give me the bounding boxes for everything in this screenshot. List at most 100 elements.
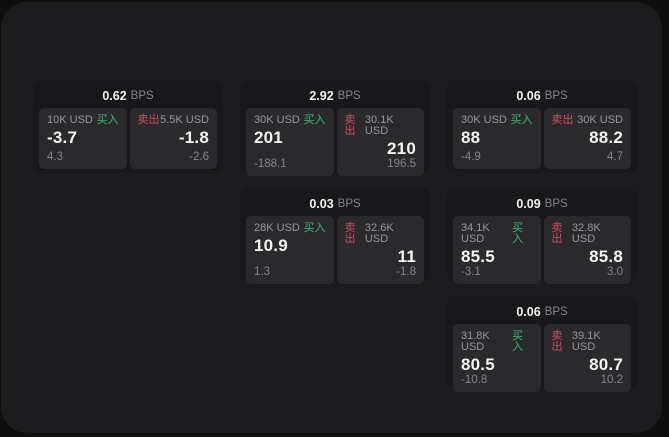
sell-label: 卖出	[551, 330, 563, 353]
sell-price-value: -1.8	[178, 128, 209, 147]
sell-cell[interactable]: 卖出 32.8K USD 85.8 3.0	[543, 216, 631, 285]
quote-cells: 31.8K USD 买入 80.5 -10.8 卖出 39.1K USD 80.…	[453, 324, 631, 393]
buy-label: 买入	[512, 222, 524, 245]
buy-cell[interactable]: 28K USD 买入 10.9 1.3	[246, 216, 334, 285]
sell-cell-top: 卖出 5.5K USD	[138, 115, 210, 126]
bps-value: 0.62	[102, 89, 127, 103]
buy-notional-size: 10K USD	[47, 114, 93, 126]
bps-header: 2.92 BPS	[246, 86, 424, 106]
quote-cells: 10K USD 买入 -3.7 4.3 卖出 5.5K USD -1.8 -2.…	[39, 108, 217, 169]
quote-cells: 34.1K USD 买入 85.5 -3.1 卖出 32.8K USD 85.8…	[453, 216, 631, 285]
sell-label: 卖出	[551, 222, 563, 245]
bps-unit-label: BPS	[130, 90, 154, 102]
buy-cell[interactable]: 10K USD 买入 -3.7 4.3	[39, 108, 127, 169]
sell-label: 卖出	[344, 222, 356, 245]
spread-card: 2.92 BPS 30K USD 买入 201 -188.1 卖出 30.1K …	[240, 80, 430, 177]
buy-cell[interactable]: 30K USD 买入 201 -188.1	[246, 108, 334, 177]
buy-delta-value: 1.3	[254, 265, 270, 278]
buy-cell[interactable]: 34.1K USD 买入 85.5 -3.1	[453, 216, 541, 285]
quote-cells: 30K USD 买入 201 -188.1 卖出 30.1K USD 210 1…	[246, 108, 424, 177]
bps-header: 0.62 BPS	[39, 86, 217, 106]
bps-header: 0.03 BPS	[246, 194, 424, 214]
bps-value: 2.92	[309, 89, 334, 103]
bps-value: 0.09	[516, 197, 541, 211]
buy-price-value: 88	[461, 128, 481, 147]
bps-unit-label: BPS	[544, 90, 568, 102]
buy-notional-size: 30K USD	[254, 114, 300, 126]
sell-label: 卖出	[551, 114, 574, 126]
buy-label: 买入	[510, 114, 533, 126]
buy-delta-value: -10.8	[461, 373, 488, 386]
buy-delta-value: -3.1	[461, 265, 481, 278]
sell-notional-size: 32.6K USD	[364, 222, 394, 245]
buy-cell[interactable]: 31.8K USD 买入 80.5 -10.8	[453, 324, 541, 393]
buy-notional-size: 34.1K USD	[461, 222, 490, 245]
sell-delta-value: -2.6	[189, 150, 209, 163]
bps-value: 0.06	[516, 305, 541, 319]
sell-delta-value: 3.0	[607, 265, 623, 278]
buy-label: 买入	[512, 330, 524, 353]
spread-card: 0.06 BPS 30K USD 买入 88 -4.9 卖出 30K USD 8…	[447, 80, 637, 173]
buy-notional-size: 28K USD	[254, 222, 300, 234]
buy-price-value: 201	[254, 128, 283, 147]
sell-cell[interactable]: 卖出 32.6K USD 11 -1.8	[336, 216, 424, 285]
spread-card: 0.62 BPS 10K USD 买入 -3.7 4.3 卖出 5.5K USD…	[33, 80, 223, 173]
sell-notional-size: 30K USD	[577, 114, 623, 126]
sell-cell-top: 卖出 32.6K USD	[345, 223, 417, 245]
app-panel: 0.62 BPS 10K USD 买入 -3.7 4.3 卖出 5.5K USD…	[1, 2, 662, 433]
sell-cell[interactable]: 卖出 30K USD 88.2 4.7	[543, 108, 631, 169]
sell-notional-size: 39.1K USD	[571, 330, 601, 353]
spread-card: 0.06 BPS 31.8K USD 买入 80.5 -10.8 卖出 39.1…	[447, 296, 637, 393]
buy-price-value: 80.5	[461, 355, 495, 374]
buy-cell-top: 30K USD 买入	[254, 115, 326, 126]
buy-delta-value: -4.9	[461, 150, 481, 163]
buy-notional-size: 30K USD	[461, 114, 507, 126]
buy-label: 买入	[303, 222, 326, 234]
bps-unit-label: BPS	[337, 90, 361, 102]
spread-card: 0.09 BPS 34.1K USD 买入 85.5 -3.1 卖出 32.8K…	[447, 188, 637, 285]
sell-cell[interactable]: 卖出 5.5K USD -1.8 -2.6	[129, 108, 217, 169]
buy-cell-top: 34.1K USD 买入	[461, 223, 533, 245]
bps-unit-label: BPS	[544, 306, 568, 318]
buy-cell-top: 28K USD 买入	[254, 223, 326, 234]
buy-delta-value: 4.3	[47, 150, 63, 163]
sell-cell-top: 卖出 32.8K USD	[552, 223, 624, 245]
bps-header: 0.06 BPS	[453, 86, 631, 106]
buy-price-value: 85.5	[461, 247, 495, 266]
sell-cell[interactable]: 卖出 39.1K USD 80.7 10.2	[543, 324, 631, 393]
sell-price-value: 80.7	[589, 355, 623, 374]
spread-card: 0.03 BPS 28K USD 买入 10.9 1.3 卖出 32.6K US…	[240, 188, 430, 285]
sell-notional-size: 30.1K USD	[364, 114, 394, 137]
buy-notional-size: 31.8K USD	[461, 330, 490, 353]
bps-value: 0.06	[516, 89, 541, 103]
buy-cell-top: 10K USD 买入	[47, 115, 119, 126]
bps-value: 0.03	[309, 197, 334, 211]
bps-unit-label: BPS	[337, 198, 361, 210]
sell-delta-value: 196.5	[387, 157, 416, 170]
sell-delta-value: -1.8	[396, 265, 416, 278]
sell-price-value: 85.8	[589, 247, 623, 266]
quote-cells: 28K USD 买入 10.9 1.3 卖出 32.6K USD 11 -1.8	[246, 216, 424, 285]
bps-header: 0.09 BPS	[453, 194, 631, 214]
buy-cell-top: 30K USD 买入	[461, 115, 533, 126]
sell-notional-size: 32.8K USD	[571, 222, 601, 245]
quote-cells: 30K USD 买入 88 -4.9 卖出 30K USD 88.2 4.7	[453, 108, 631, 169]
buy-price-value: -3.7	[47, 128, 78, 147]
sell-delta-value: 10.2	[600, 373, 623, 386]
bps-unit-label: BPS	[544, 198, 568, 210]
sell-label: 卖出	[137, 114, 160, 126]
sell-cell-top: 卖出 39.1K USD	[552, 331, 624, 353]
sell-cell[interactable]: 卖出 30.1K USD 210 196.5	[336, 108, 424, 177]
sell-price-value: 88.2	[589, 128, 623, 147]
buy-label: 买入	[96, 114, 119, 126]
buy-label: 买入	[303, 114, 326, 126]
sell-notional-size: 5.5K USD	[160, 114, 209, 126]
buy-cell[interactable]: 30K USD 买入 88 -4.9	[453, 108, 541, 169]
sell-price-value: 210	[387, 139, 416, 158]
sell-cell-top: 卖出 30.1K USD	[345, 115, 417, 137]
sell-price-value: 11	[397, 247, 416, 266]
bps-header: 0.06 BPS	[453, 302, 631, 322]
sell-cell-top: 卖出 30K USD	[552, 115, 624, 126]
sell-delta-value: 4.7	[607, 150, 623, 163]
sell-label: 卖出	[344, 114, 356, 137]
